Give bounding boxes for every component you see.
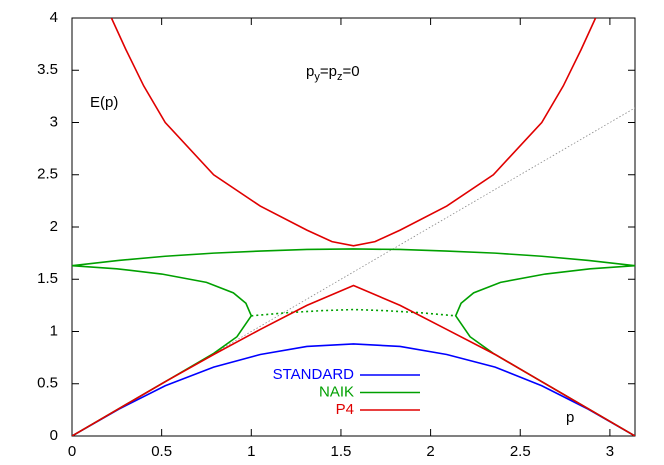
annotation-part: =0 bbox=[342, 63, 359, 80]
legend-label: NAIK bbox=[319, 383, 354, 400]
x-tick-label: 1.5 bbox=[331, 443, 352, 460]
y-tick-label: 1.5 bbox=[37, 270, 58, 287]
y-tick-label: 4 bbox=[50, 9, 58, 26]
y-tick-label: 3 bbox=[50, 113, 58, 130]
annotation-part: p bbox=[306, 63, 314, 80]
x-tick-label: 2.5 bbox=[510, 443, 531, 460]
x-tick-label: 0.5 bbox=[151, 443, 172, 460]
annotation-part: y bbox=[314, 71, 320, 83]
y-tick-label: 2.5 bbox=[37, 166, 58, 183]
x-axis-label: p bbox=[566, 409, 574, 426]
annotation-part: z bbox=[337, 71, 343, 83]
legend-label: P4 bbox=[336, 401, 354, 418]
series-line bbox=[454, 264, 635, 436]
y-tick-label: 3.5 bbox=[37, 61, 58, 78]
legend-label: STANDARD bbox=[273, 366, 355, 383]
x-tick-label: 0 bbox=[68, 443, 76, 460]
series-line bbox=[251, 308, 456, 317]
annotation: py=pz=0 bbox=[306, 63, 360, 83]
series-line bbox=[72, 284, 635, 436]
annotation-part: =p bbox=[320, 63, 337, 80]
y-tick-label: 0.5 bbox=[37, 375, 58, 392]
series-line bbox=[110, 18, 597, 247]
y-tick-label: 0 bbox=[50, 427, 58, 444]
series-line bbox=[72, 248, 635, 267]
x-tick-label: 3 bbox=[606, 443, 614, 460]
series-line bbox=[72, 343, 635, 436]
y-tick-label: 2 bbox=[50, 218, 58, 235]
y-tick-label: 1 bbox=[50, 322, 58, 339]
series-line bbox=[72, 264, 253, 436]
y-axis-label: E(p) bbox=[90, 94, 118, 111]
x-tick-label: 2 bbox=[426, 443, 434, 460]
x-tick-label: 1 bbox=[247, 443, 255, 460]
